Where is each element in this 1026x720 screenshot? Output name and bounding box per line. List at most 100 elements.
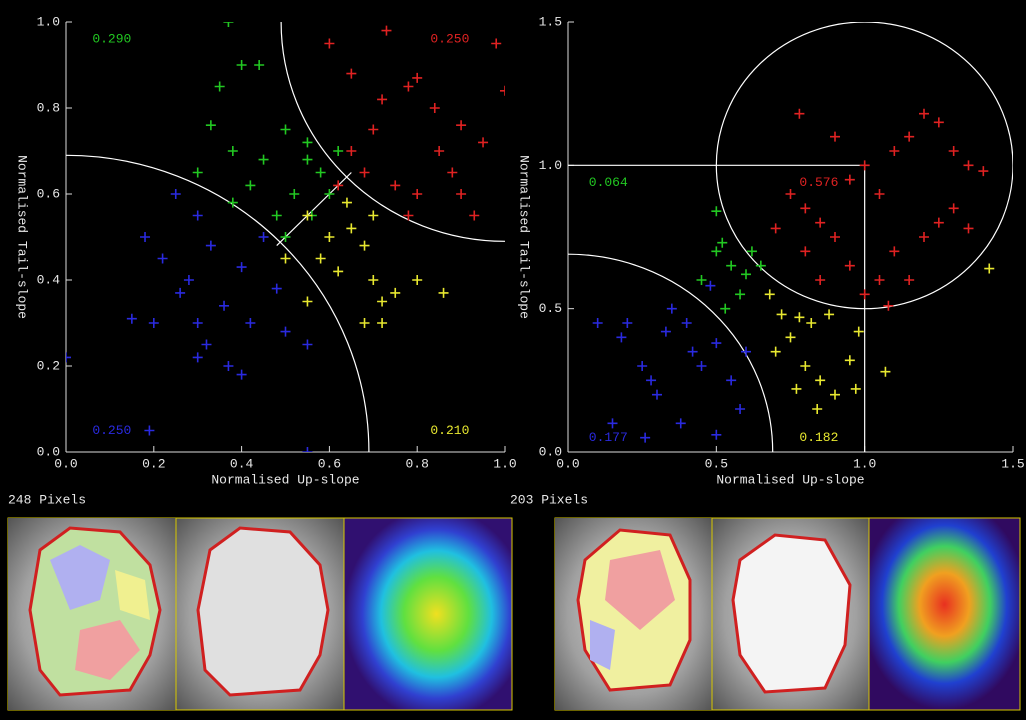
point <box>206 241 216 251</box>
point <box>765 289 775 299</box>
point <box>281 125 291 135</box>
point <box>830 232 840 242</box>
point <box>281 254 291 264</box>
point <box>741 269 751 279</box>
y-axis-label: Normalised Tail-slope <box>517 155 532 319</box>
point <box>333 146 343 156</box>
y-axis-label: Normalised Tail-slope <box>15 155 30 319</box>
point <box>904 132 914 142</box>
point <box>149 318 159 328</box>
point <box>377 94 387 104</box>
point <box>403 82 413 92</box>
point <box>860 289 870 299</box>
point <box>777 309 787 319</box>
point <box>127 314 137 324</box>
point <box>860 160 870 170</box>
point <box>711 338 721 348</box>
x-tick-label: 0.6 <box>318 456 341 471</box>
point <box>794 109 804 119</box>
point <box>880 367 890 377</box>
point <box>934 218 944 228</box>
point <box>447 168 457 178</box>
point <box>259 232 269 242</box>
point <box>883 301 893 311</box>
point <box>302 137 312 147</box>
quadrant-fraction: 0.182 <box>799 430 838 445</box>
point <box>771 347 781 357</box>
point <box>360 241 370 251</box>
point <box>806 318 816 328</box>
point <box>342 198 352 208</box>
point <box>193 352 203 362</box>
point <box>676 418 686 428</box>
y-tick-label: 1.0 <box>37 14 60 29</box>
point <box>478 137 488 147</box>
point <box>360 318 370 328</box>
point <box>381 26 391 36</box>
point <box>688 347 698 357</box>
x-axis-label: Normalised Up-slope <box>211 472 359 487</box>
point <box>661 327 671 337</box>
point <box>815 275 825 285</box>
point <box>302 155 312 165</box>
point <box>720 304 730 314</box>
point <box>324 232 334 242</box>
boundary-line <box>277 173 352 246</box>
point <box>412 73 422 83</box>
point <box>237 370 247 380</box>
point <box>456 189 466 199</box>
point <box>646 375 656 385</box>
point <box>824 309 834 319</box>
y-tick-label: 1.0 <box>539 158 562 173</box>
point <box>158 254 168 264</box>
thumbnail-group <box>8 518 512 710</box>
point <box>193 168 203 178</box>
point <box>316 254 326 264</box>
point <box>206 120 216 130</box>
y-tick-label: 0.0 <box>539 444 562 459</box>
point <box>333 266 343 276</box>
point <box>949 146 959 156</box>
point <box>245 318 255 328</box>
point <box>875 189 885 199</box>
point <box>919 232 929 242</box>
point <box>237 60 247 70</box>
point <box>711 246 721 256</box>
point <box>219 301 229 311</box>
point <box>711 206 721 216</box>
point <box>726 375 736 385</box>
point <box>434 146 444 156</box>
quadrant-fraction: 0.064 <box>589 175 628 190</box>
point <box>377 297 387 307</box>
point <box>608 418 618 428</box>
thumbnails <box>8 518 1020 710</box>
point <box>875 275 885 285</box>
quadrant-fraction: 0.250 <box>92 423 131 438</box>
point <box>717 238 727 248</box>
x-tick-label: 1.5 <box>1001 456 1024 471</box>
quadrant-fraction: 0.290 <box>92 32 131 47</box>
point <box>800 203 810 213</box>
point <box>439 288 449 298</box>
point <box>193 211 203 221</box>
point <box>368 211 378 221</box>
boundary-circle <box>281 0 729 241</box>
point <box>800 361 810 371</box>
point <box>469 211 479 221</box>
point <box>949 203 959 213</box>
x-tick-label: 1.0 <box>493 456 516 471</box>
point <box>984 264 994 274</box>
point <box>889 146 899 156</box>
point <box>346 146 356 156</box>
point <box>622 318 632 328</box>
point <box>854 327 864 337</box>
point <box>830 132 840 142</box>
point <box>346 223 356 233</box>
point <box>368 275 378 285</box>
point <box>412 189 422 199</box>
point <box>302 447 312 457</box>
point <box>978 166 988 176</box>
point <box>830 390 840 400</box>
point <box>228 146 238 156</box>
point <box>254 60 264 70</box>
